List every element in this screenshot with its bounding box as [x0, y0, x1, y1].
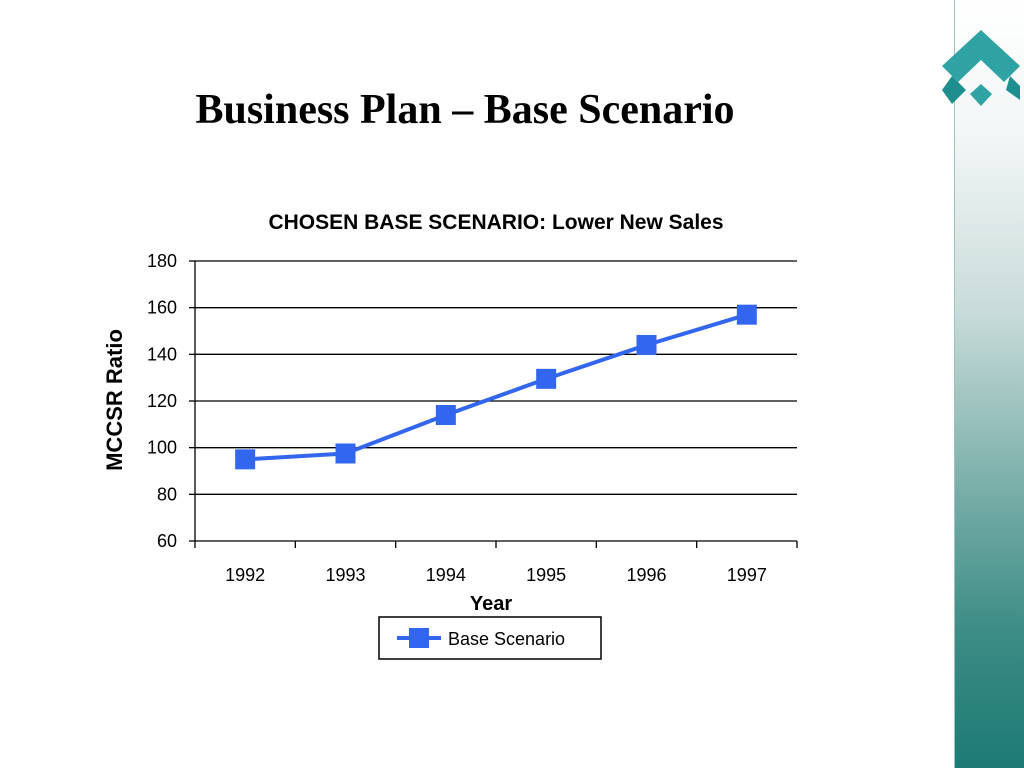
gridlines: [195, 260, 797, 495]
x-tick-label: 1992: [225, 565, 265, 585]
data-point-marker: [536, 368, 557, 389]
side-accent-bar: [954, 0, 1024, 768]
data-point-marker: [435, 405, 456, 425]
legend-marker: [409, 628, 429, 648]
y-axis-label: MCCSR Ratio: [102, 329, 127, 471]
y-tick-label: 60: [157, 531, 177, 551]
legend-label: Base Scenario: [448, 629, 565, 649]
x-tick-label: 1994: [426, 565, 466, 585]
x-tick-label: 1996: [626, 565, 666, 585]
x-tick-label: 1993: [325, 565, 365, 585]
y-tick-label: 140: [147, 344, 177, 364]
series-base-scenario: [235, 304, 757, 470]
chart-title: CHOSEN BASE SCENARIO: Lower New Sales: [268, 211, 723, 234]
y-tick-label: 80: [157, 484, 177, 504]
axes: 60 80 100 120 140 160 180 1992 1993 1994 1995 1996 1…: [147, 251, 798, 585]
company-logo-icon: [942, 30, 1020, 106]
x-axis-label: Year: [470, 593, 512, 615]
y-tick-label: 120: [147, 391, 177, 411]
data-point-marker: [335, 443, 356, 464]
legend: Base Scenario: [378, 616, 602, 660]
y-tick-label: 180: [147, 251, 177, 271]
x-tick-label: 1995: [526, 565, 566, 585]
x-tick-label: 1997: [727, 565, 767, 585]
data-point-marker: [736, 304, 757, 325]
y-tick-label: 160: [147, 298, 177, 318]
data-point-marker: [235, 449, 256, 470]
data-point-marker: [636, 335, 657, 355]
series-line: [245, 312, 748, 462]
y-tick-label: 100: [147, 438, 177, 458]
slide-title: Business Plan – Base Scenario: [195, 87, 735, 133]
